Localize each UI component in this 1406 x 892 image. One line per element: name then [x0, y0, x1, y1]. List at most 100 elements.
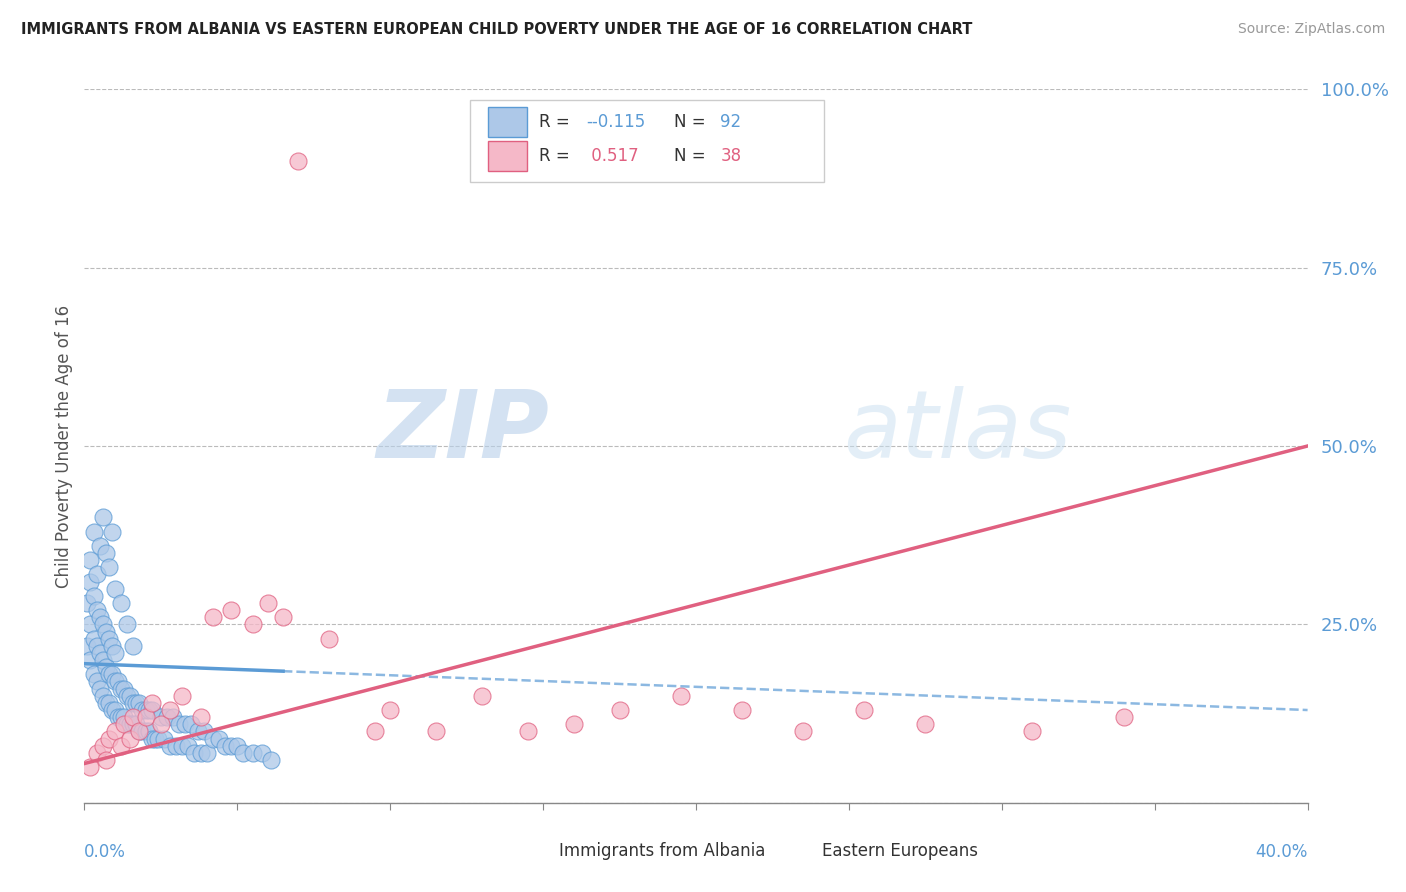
Text: 92: 92 [720, 113, 741, 131]
Point [94, 624, 117, 639]
Point [380, 703, 402, 717]
Point [97, 560, 120, 574]
Point [1114, 710, 1136, 724]
Point [177, 739, 200, 753]
Point [195, 746, 218, 760]
Text: --0.115: --0.115 [586, 113, 645, 131]
Point [94, 660, 117, 674]
Point [141, 696, 163, 710]
Point [91, 739, 114, 753]
Point [128, 724, 150, 739]
Point [156, 710, 179, 724]
Point [115, 717, 138, 731]
Point [219, 739, 242, 753]
Point [562, 717, 585, 731]
Point [190, 746, 212, 760]
FancyBboxPatch shape [786, 840, 815, 863]
Point [91, 617, 114, 632]
Text: Eastern Europeans: Eastern Europeans [823, 842, 979, 860]
Point [141, 731, 163, 746]
Y-axis label: Child Poverty Under the Age of 16: Child Poverty Under the Age of 16 [55, 304, 73, 588]
Point [131, 703, 153, 717]
Point [1021, 724, 1043, 739]
Point [79, 553, 101, 567]
Point [97, 731, 120, 746]
Point [135, 703, 157, 717]
Point [138, 724, 160, 739]
Point [287, 153, 309, 168]
Point [91, 653, 114, 667]
Point [122, 710, 145, 724]
Point [76, 596, 98, 610]
Point [110, 739, 132, 753]
Point [104, 582, 127, 596]
Point [186, 724, 208, 739]
Point [159, 739, 181, 753]
Point [214, 739, 236, 753]
Point [128, 696, 150, 710]
Text: Immigrants from Albania: Immigrants from Albania [560, 842, 765, 860]
Point [149, 710, 172, 724]
Text: N =: N = [673, 113, 711, 131]
Point [318, 632, 340, 646]
Point [101, 703, 124, 717]
Point [89, 681, 111, 696]
Text: Source: ZipAtlas.com: Source: ZipAtlas.com [1237, 22, 1385, 37]
Point [125, 717, 148, 731]
Point [183, 746, 205, 760]
Text: 40.0%: 40.0% [1256, 843, 1308, 861]
Point [112, 681, 135, 696]
Point [97, 696, 120, 710]
Point [135, 724, 157, 739]
Point [97, 667, 120, 681]
Point [128, 724, 150, 739]
Point [122, 696, 145, 710]
Point [101, 639, 124, 653]
Text: R =: R = [540, 147, 575, 165]
Text: R =: R = [540, 113, 575, 131]
Point [131, 724, 153, 739]
Point [141, 703, 163, 717]
Text: ZIP: ZIP [377, 385, 550, 478]
Point [792, 724, 814, 739]
Point [83, 632, 105, 646]
Point [104, 703, 127, 717]
Point [167, 717, 190, 731]
Point [190, 710, 212, 724]
Point [86, 639, 108, 653]
Point [138, 703, 160, 717]
Point [146, 731, 169, 746]
Point [201, 731, 224, 746]
Point [122, 639, 145, 653]
FancyBboxPatch shape [488, 107, 527, 137]
Point [110, 710, 132, 724]
FancyBboxPatch shape [488, 141, 527, 171]
FancyBboxPatch shape [470, 100, 824, 182]
Point [135, 710, 157, 724]
Point [143, 731, 166, 746]
Point [91, 510, 114, 524]
Point [180, 717, 202, 731]
Text: 0.0%: 0.0% [84, 843, 127, 861]
Point [110, 596, 132, 610]
Text: IMMIGRANTS FROM ALBANIA VS EASTERN EUROPEAN CHILD POVERTY UNDER THE AGE OF 16 CO: IMMIGRANTS FROM ALBANIA VS EASTERN EUROP… [21, 22, 973, 37]
Point [242, 617, 264, 632]
Point [83, 524, 105, 539]
Point [242, 746, 264, 760]
Point [471, 689, 494, 703]
Point [101, 524, 124, 539]
Point [669, 689, 692, 703]
Point [86, 674, 108, 689]
Point [250, 746, 273, 760]
Point [104, 674, 127, 689]
Point [86, 746, 108, 760]
Point [104, 646, 127, 660]
Point [731, 703, 754, 717]
Point [97, 632, 120, 646]
Point [425, 724, 447, 739]
Point [79, 653, 101, 667]
Point [115, 617, 138, 632]
Point [226, 739, 249, 753]
Point [364, 724, 387, 739]
Point [193, 724, 215, 739]
